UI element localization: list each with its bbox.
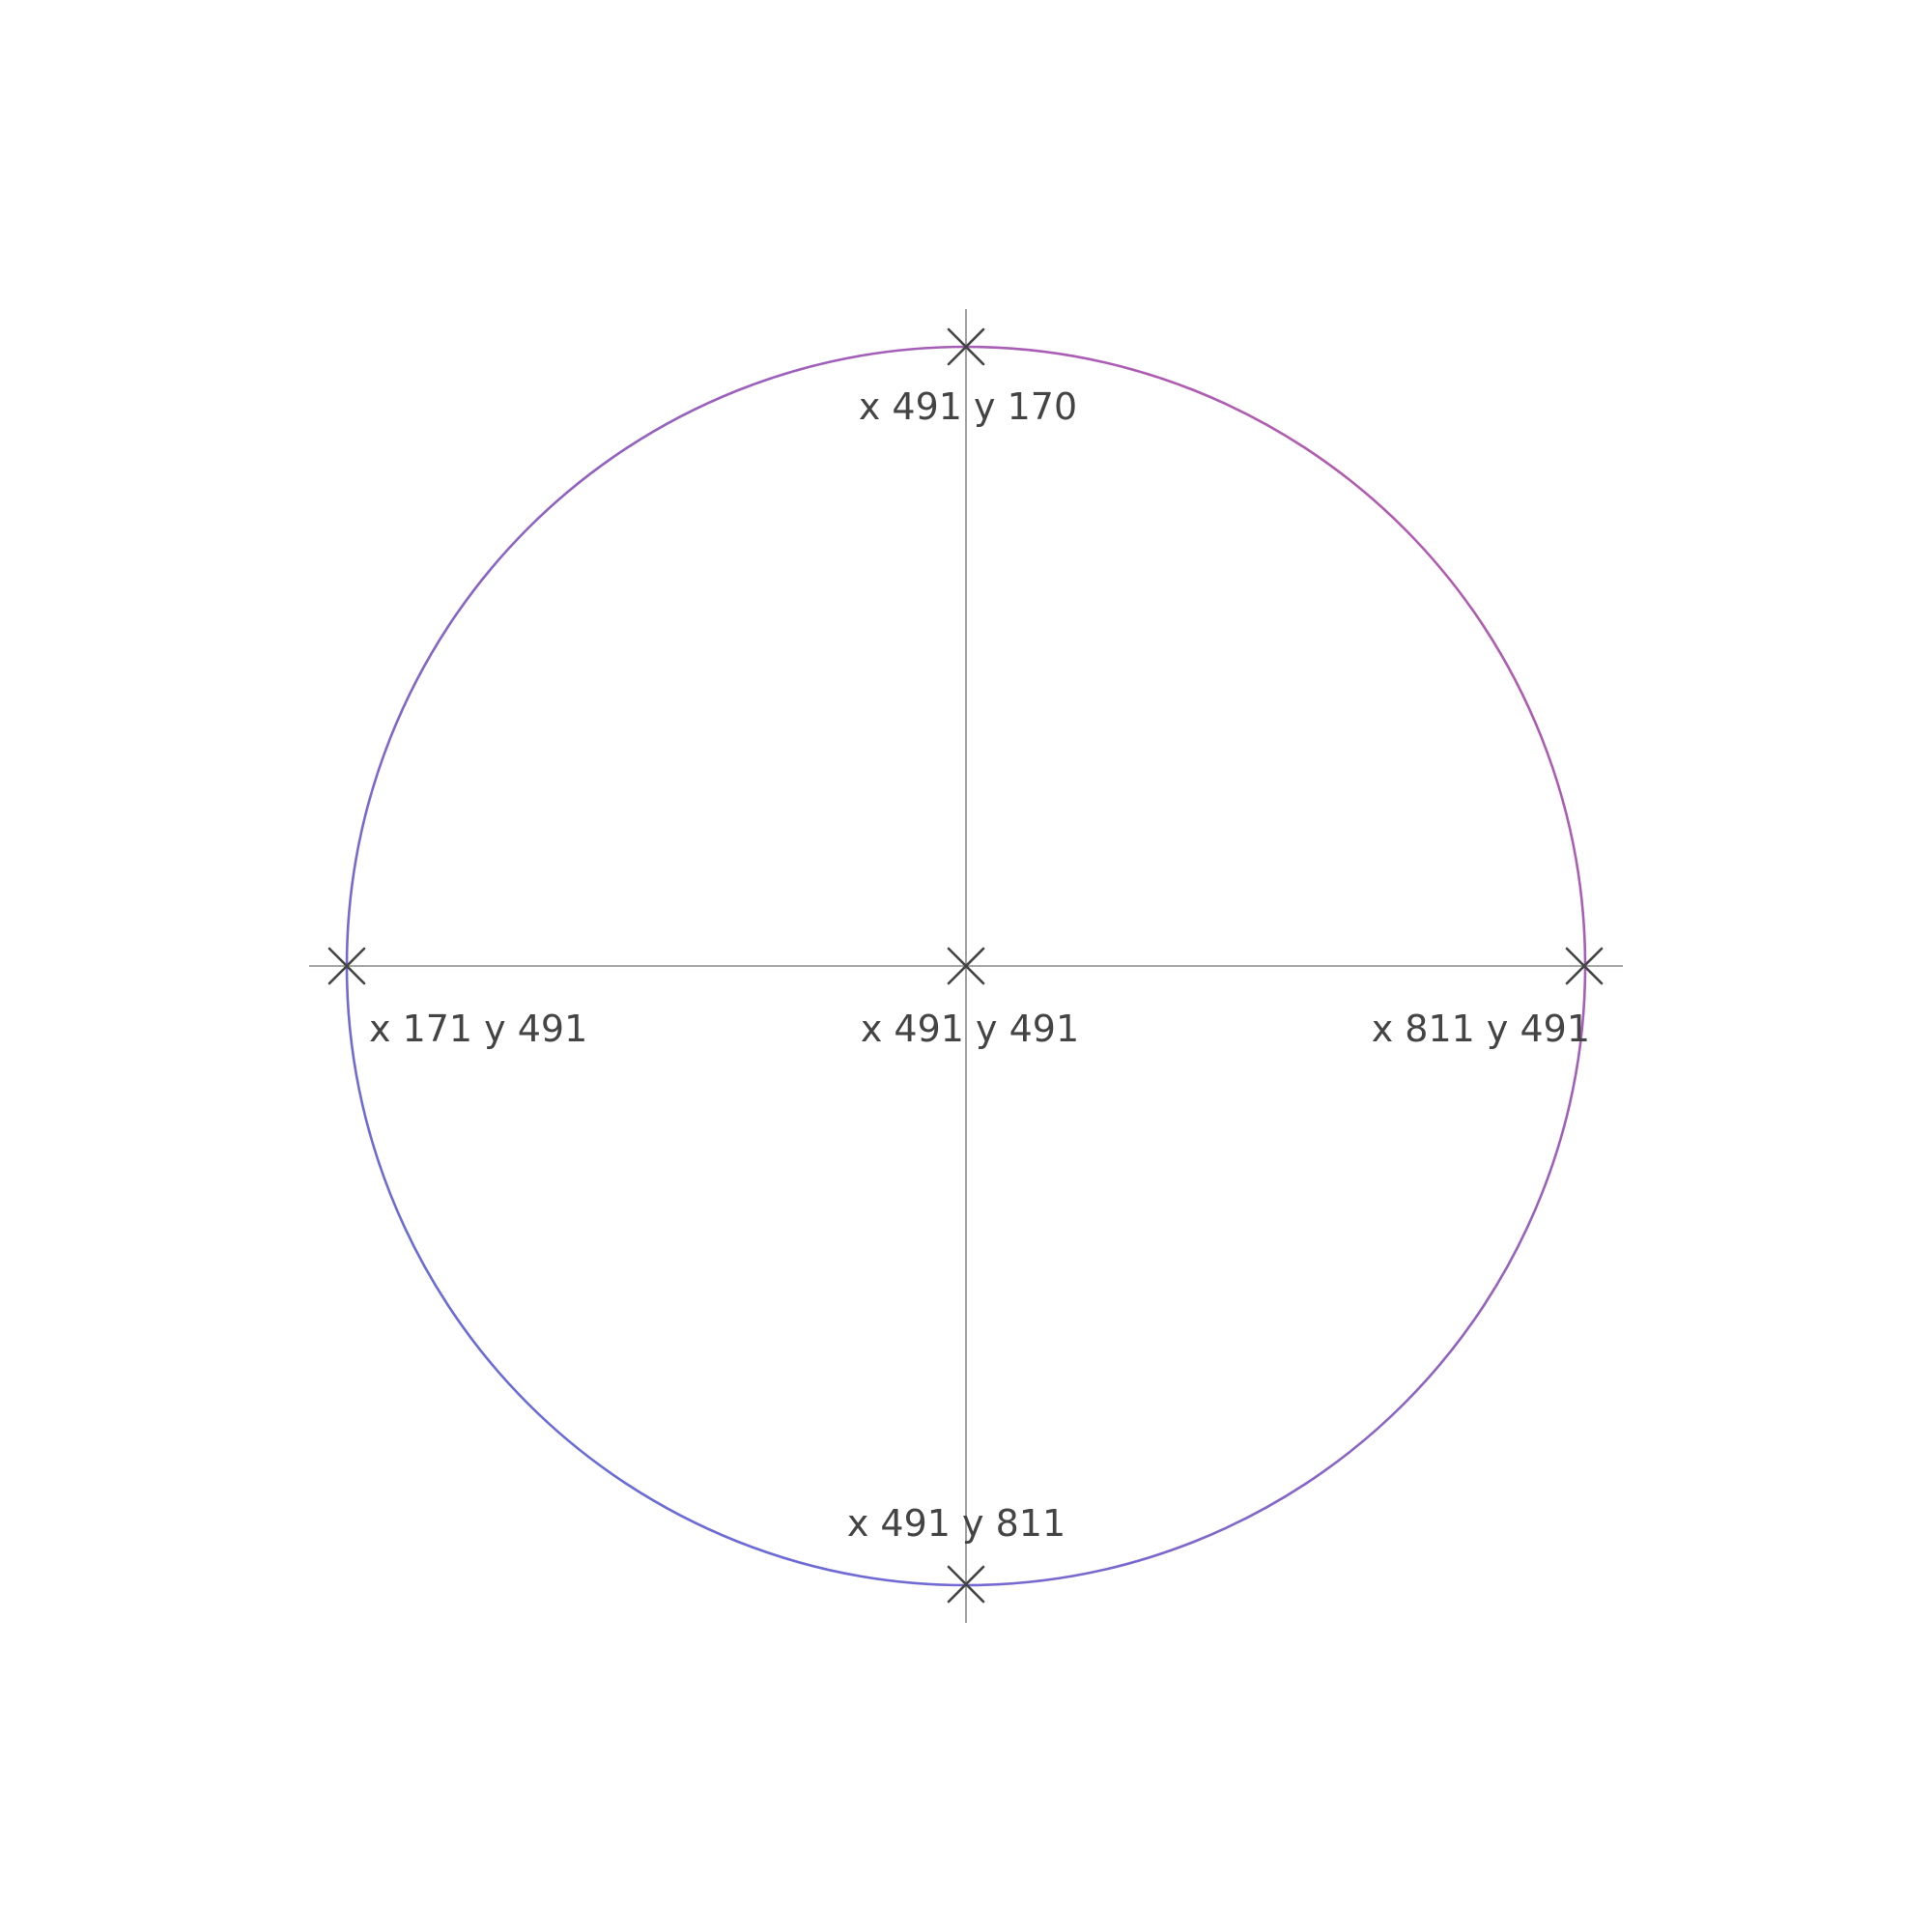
top-point-label: x 491 y 170: [859, 385, 1077, 428]
left-point-marker-icon: [327, 947, 366, 985]
right-point-label: x 811 y 491: [1372, 1008, 1590, 1050]
left-point-label: x 171 y 491: [369, 1008, 587, 1050]
bottom-point-label: x 491 y 811: [847, 1502, 1065, 1545]
center-point-label: x 491 y 491: [861, 1008, 1079, 1050]
bottom-point-marker-icon: [947, 1565, 985, 1604]
center-point-marker-icon: [947, 947, 985, 985]
right-point-marker-icon: [1565, 947, 1604, 985]
top-point-marker-icon: [947, 327, 985, 366]
